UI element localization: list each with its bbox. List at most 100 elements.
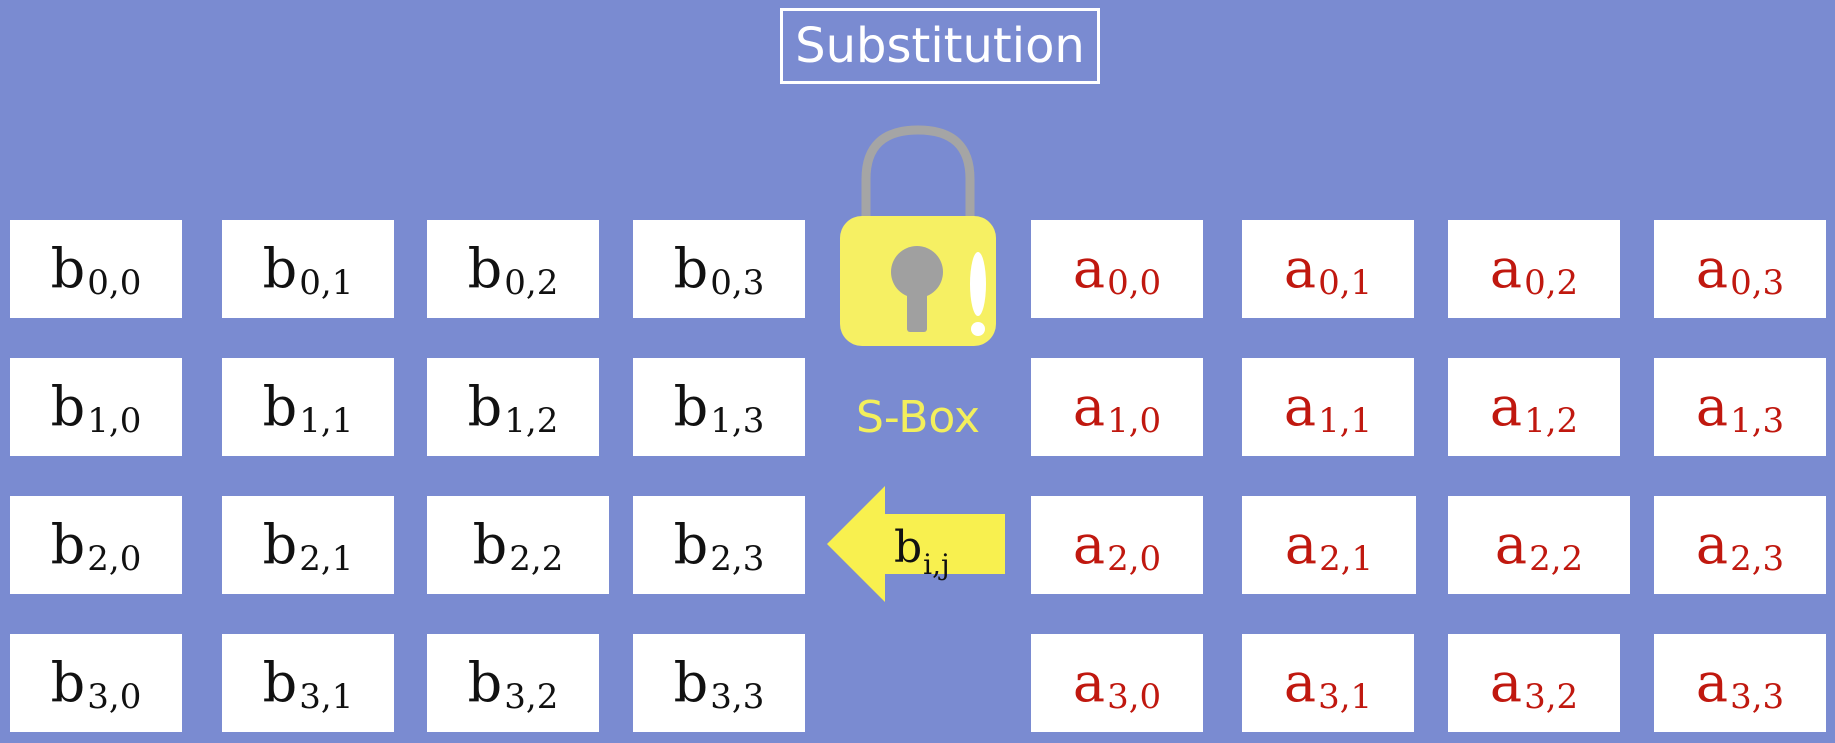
- cell-sub: 1,2: [504, 401, 559, 441]
- padlock-icon: [840, 125, 996, 346]
- cell-base: a: [1489, 237, 1523, 300]
- cell-base: a: [1695, 651, 1729, 714]
- cell-base: b: [673, 237, 709, 300]
- cell-sub: 3,1: [299, 677, 354, 717]
- a-cell-2-3: a 2,3: [1654, 496, 1826, 594]
- cell-sub: 1,1: [299, 401, 354, 441]
- cell-sub: 1,0: [1107, 401, 1162, 441]
- cell-sub: 3,3: [1730, 677, 1785, 717]
- cell-base: b: [50, 651, 86, 714]
- cell-base: a: [1489, 375, 1523, 438]
- cell-sub: 0,2: [1524, 263, 1579, 303]
- b-cell-0-0: b 0,0: [10, 220, 182, 318]
- cell-base: a: [1072, 237, 1106, 300]
- cell-base: b: [673, 375, 709, 438]
- a-cell-3-0: a 3,0: [1031, 634, 1203, 732]
- cell-base: a: [1284, 513, 1318, 576]
- cell-base: b: [673, 651, 709, 714]
- a-cell-2-1: a 2,1: [1242, 496, 1416, 594]
- a-cell-0-2: a 0,2: [1448, 220, 1620, 318]
- b-cell-3-1: b 3,1: [222, 634, 394, 732]
- a-cell-1-3: a 1,3: [1654, 358, 1826, 456]
- cell-sub: 1,3: [710, 401, 765, 441]
- b-cell-2-1: b 2,1: [222, 496, 394, 594]
- cell-base: b: [50, 237, 86, 300]
- cell-sub: 0,1: [299, 263, 354, 303]
- cell-sub: 2,2: [1529, 539, 1584, 579]
- cell-sub: 2,1: [299, 539, 354, 579]
- cell-base: b: [467, 237, 503, 300]
- cell-base: b: [50, 375, 86, 438]
- cell-sub: 3,1: [1318, 677, 1373, 717]
- cell-sub: 0,1: [1318, 263, 1373, 303]
- cell-sub: 3,2: [504, 677, 559, 717]
- cell-base: a: [1072, 375, 1106, 438]
- cell-sub: 3,0: [1107, 677, 1162, 717]
- b-cell-1-0: b 1,0: [10, 358, 182, 456]
- cell-base: b: [262, 651, 298, 714]
- cell-sub: 1,3: [1730, 401, 1785, 441]
- cell-base: a: [1695, 237, 1729, 300]
- a-cell-3-1: a 3,1: [1242, 634, 1414, 732]
- cell-sub: 1,0: [87, 401, 142, 441]
- cell-base: a: [1489, 651, 1523, 714]
- b-cell-3-3: b 3,3: [633, 634, 805, 732]
- a-cell-0-1: a 0,1: [1242, 220, 1414, 318]
- cell-base: a: [1494, 513, 1528, 576]
- b-cell-0-2: b 0,2: [427, 220, 599, 318]
- a-cell-3-2: a 3,2: [1448, 634, 1620, 732]
- a-cell-0-0: a 0,0: [1031, 220, 1203, 318]
- cell-base: b: [673, 513, 709, 576]
- cell-base: b: [262, 375, 298, 438]
- a-cell-1-0: a 1,0: [1031, 358, 1203, 456]
- b-cell-2-0: b 2,0: [10, 496, 182, 594]
- sbox-label: S-Box: [855, 392, 981, 443]
- arrow-label-base: b: [894, 522, 923, 573]
- cell-base: a: [1283, 651, 1317, 714]
- cell-sub: 0,3: [1730, 263, 1785, 303]
- left-arrow-icon: [827, 486, 1005, 602]
- cell-base: a: [1283, 237, 1317, 300]
- cell-sub: 0,3: [710, 263, 765, 303]
- a-cell-3-3: a 3,3: [1654, 634, 1826, 732]
- cell-base: a: [1072, 513, 1106, 576]
- a-cell-2-2: a 2,2: [1448, 496, 1630, 594]
- b-cell-3-0: b 3,0: [10, 634, 182, 732]
- diagram-title: Substitution: [780, 8, 1100, 84]
- a-cell-2-0: a 2,0: [1031, 496, 1203, 594]
- cell-sub: 3,0: [87, 677, 142, 717]
- cell-base: b: [467, 375, 503, 438]
- cell-base: a: [1283, 375, 1317, 438]
- cell-sub: 2,2: [509, 539, 564, 579]
- arrow-label-sub: i,j: [923, 548, 950, 581]
- arrow-label: bi,j: [894, 522, 950, 581]
- cell-sub: 0,2: [504, 263, 559, 303]
- cell-base: b: [262, 513, 298, 576]
- cell-sub: 3,2: [1524, 677, 1579, 717]
- b-cell-3-2: b 3,2: [427, 634, 599, 732]
- cell-sub: 2,3: [710, 539, 765, 579]
- a-cell-1-1: a 1,1: [1242, 358, 1414, 456]
- cell-sub: 2,0: [87, 539, 142, 579]
- b-cell-0-1: b 0,1: [222, 220, 394, 318]
- a-cell-0-3: a 0,3: [1654, 220, 1826, 318]
- cell-sub: 2,1: [1319, 539, 1374, 579]
- cell-sub: 1,2: [1524, 401, 1579, 441]
- cell-base: b: [467, 651, 503, 714]
- cell-base: a: [1695, 375, 1729, 438]
- cell-base: b: [472, 513, 508, 576]
- b-cell-1-1: b 1,1: [222, 358, 394, 456]
- b-cell-1-2: b 1,2: [427, 358, 599, 456]
- cell-base: a: [1072, 651, 1106, 714]
- cell-sub: 3,3: [710, 677, 765, 717]
- cell-sub: 0,0: [1107, 263, 1162, 303]
- cell-sub: 0,0: [87, 263, 142, 303]
- b-cell-1-3: b 1,3: [633, 358, 805, 456]
- cell-sub: 1,1: [1318, 401, 1373, 441]
- cell-sub: 2,0: [1107, 539, 1162, 579]
- a-cell-1-2: a 1,2: [1448, 358, 1620, 456]
- b-cell-2-3: b 2,3: [633, 496, 805, 594]
- cell-base: b: [262, 237, 298, 300]
- cell-sub: 2,3: [1730, 539, 1785, 579]
- b-cell-2-2: b 2,2: [427, 496, 609, 594]
